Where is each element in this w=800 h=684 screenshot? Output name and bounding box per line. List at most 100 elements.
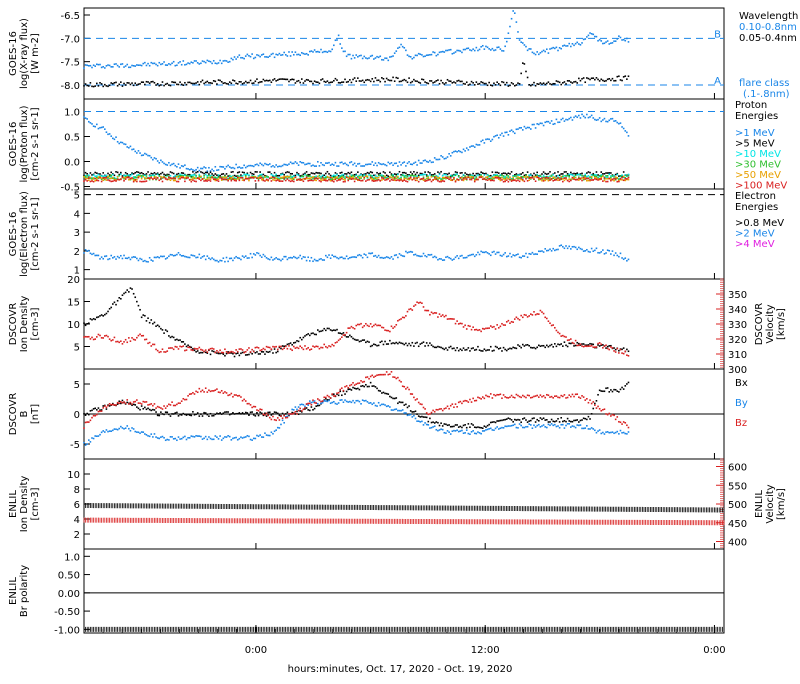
- panel-dscovr_b-series-1-point: [458, 431, 460, 433]
- panel-electron-series-1-point: [576, 248, 578, 250]
- panel-xray-series-0-point: [152, 63, 154, 65]
- panel-proton-series-5-point: [101, 181, 103, 183]
- panel-xray-series-1-point: [184, 82, 186, 84]
- panel-proton-series-1-point: [564, 171, 566, 173]
- panel-dscovr_density-series-1-point: [232, 351, 234, 353]
- panel-dscovr_density-series-1-point: [551, 325, 553, 327]
- panel-dscovr_b-series-0-point: [347, 389, 349, 391]
- panel-dscovr_density-series-0-point: [421, 342, 423, 344]
- panel-electron-series-1-point: [115, 258, 117, 260]
- panel-electron-series-1-point: [351, 257, 353, 259]
- panel-dscovr_b-series-0-point: [628, 382, 630, 384]
- panel-electron-series-1-point: [474, 256, 476, 258]
- panel-dscovr_b-series-0-point: [352, 387, 354, 389]
- panel-dscovr_b-series-2-point: [160, 407, 162, 409]
- panel-proton-series-3-point: [307, 175, 309, 177]
- panel-proton-series-0-point: [479, 144, 481, 146]
- panel-xray-series-0-point: [255, 57, 257, 59]
- panel-proton-series-2-point: [586, 176, 588, 178]
- panel-dscovr_b-series-2-point: [472, 398, 474, 400]
- panel-dscovr_density-series-0-point: [319, 331, 321, 333]
- panel-proton-series-2-point: [110, 176, 112, 178]
- panel-electron-series-1-point: [229, 258, 231, 260]
- panel-proton-series-5-point: [319, 180, 321, 182]
- panel-proton-series-1-point: [216, 174, 218, 176]
- panel-proton-series-4-point: [600, 177, 602, 179]
- panel-dscovr_b-series-0-point: [445, 423, 447, 425]
- panel-proton-series-3-point: [514, 175, 516, 177]
- panel-dscovr_density-series-0-point: [359, 341, 361, 343]
- panel-dscovr_b-series-0-point: [307, 409, 309, 411]
- panel-dscovr_b-series-2-point: [496, 394, 498, 396]
- panel-dscovr_density-series-1-point: [544, 317, 546, 319]
- panel-electron-series-1-point: [331, 254, 333, 256]
- panel-dscovr_b-series-0-point: [455, 424, 457, 426]
- panel-proton-series-3-point: [109, 176, 111, 178]
- panel-dscovr_density-series-0-point: [434, 347, 436, 349]
- panel-proton-series-0-point: [615, 120, 617, 122]
- panel-xray-series-1-point: [498, 83, 500, 85]
- panel-xray-ref-label: A: [714, 76, 721, 87]
- panel-xray-series-1-point: [391, 80, 393, 82]
- panel-proton-series-0-point: [174, 165, 176, 167]
- panel-proton-series-2-point: [136, 175, 138, 177]
- panel-electron-series-1-point: [341, 256, 343, 258]
- panel-xray-series-0-point: [411, 58, 413, 60]
- panel-xray-series-1-point: [336, 79, 338, 81]
- panel-dscovr_density-series-1-point: [399, 319, 401, 321]
- panel-xray-series-1-point: [413, 79, 415, 81]
- panel-xray-series-0-point: [546, 48, 548, 50]
- panel-proton-series-2-point: [416, 175, 418, 177]
- panel-electron-series-1-point: [424, 255, 426, 257]
- panel-dscovr_density-series-0-point: [170, 337, 172, 339]
- panel-electron-series-1-point: [202, 256, 204, 258]
- panel-dscovr_b-series-0-point: [535, 421, 537, 423]
- panel-dscovr_density-series-1-point: [464, 324, 466, 326]
- panel-dscovr_b-series-0-point: [232, 412, 234, 414]
- panel-proton-series-5-point: [200, 180, 202, 182]
- panel-dscovr_density-series-1-point: [154, 344, 156, 346]
- panel-electron-series-1-point: [216, 260, 218, 262]
- panel-proton-series-0-point: [557, 121, 559, 123]
- panel-xray-series-1-point: [317, 81, 319, 83]
- panel-dscovr_density-series-1-point: [309, 349, 311, 351]
- panel-dscovr_b-series-0-point: [594, 403, 596, 405]
- panel-xray-series-0-point: [549, 48, 551, 50]
- panel-proton-series-0-point: [474, 146, 476, 148]
- panel-xray-series-1-point: [224, 82, 226, 84]
- panel-dscovr_b-series-0-point: [109, 405, 111, 407]
- panel-proton-series-4-point: [199, 177, 201, 179]
- panel-dscovr_density-series-0-point: [247, 354, 249, 356]
- panel-proton-series-0-point: [581, 114, 583, 116]
- panel-dscovr_b-series-2-point: [436, 409, 438, 411]
- panel-xray-series-1-point: [359, 80, 361, 82]
- panel-dscovr_b-series-2-point: [604, 408, 606, 410]
- panel-dscovr_density-series-0-point: [514, 347, 516, 349]
- panel-electron-series-1-point: [589, 251, 591, 253]
- panel-dscovr_b-series-0-point: [399, 401, 401, 403]
- panel-dscovr_b-series-0-point: [452, 426, 454, 428]
- panel-xray-series-0-point: [375, 57, 377, 59]
- panel-proton-series-4-point: [160, 176, 162, 178]
- panel-electron-series-1-point: [320, 258, 322, 260]
- panel-dscovr_density-series-0-point: [530, 347, 532, 349]
- panel-proton-series-2-point: [120, 173, 122, 175]
- panel-dscovr_density-series-1-point: [480, 331, 482, 333]
- panel-dscovr_density-series-1-point: [564, 336, 566, 338]
- panel-proton-series-1-point: [231, 171, 233, 173]
- panel-electron-series-1-point: [219, 260, 221, 262]
- panel-dscovr_b-series-2-point: [628, 427, 630, 429]
- panel-proton-series-0-point: [439, 159, 441, 161]
- panel-proton-series-2-point: [141, 176, 143, 178]
- panel-xray-series-0-point: [146, 65, 148, 67]
- panel-proton-series-3-point: [458, 175, 460, 177]
- panel-dscovr_density-series-1-point: [224, 348, 226, 350]
- panel-dscovr_b-ytick-label: 0: [74, 410, 80, 421]
- panel-proton-series-5-point: [202, 178, 204, 180]
- panel-dscovr_b-series-2-point: [608, 413, 610, 415]
- panel-dscovr_density-series-1-point: [223, 352, 225, 354]
- panel-dscovr_b-series-0-point: [314, 408, 316, 410]
- panel-dscovr_b-series-0-point: [242, 412, 244, 414]
- panel-electron-series-1-point: [208, 257, 210, 259]
- panel-dscovr_density-series-1-point: [599, 342, 601, 344]
